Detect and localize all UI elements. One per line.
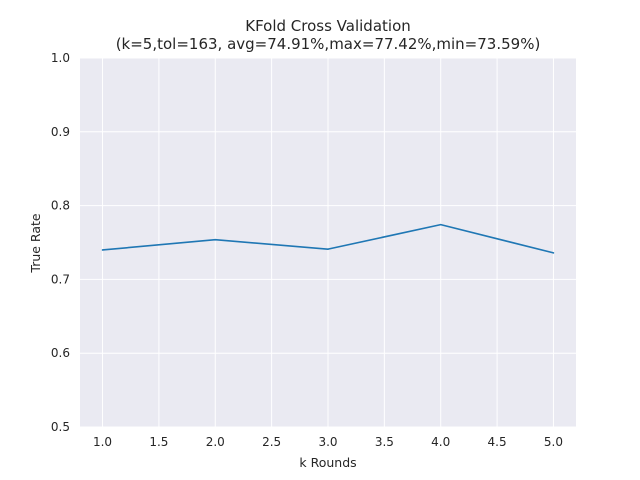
x-tick-label: 5.0 bbox=[544, 435, 563, 449]
x-tick-label: 4.5 bbox=[488, 435, 507, 449]
grid-lines bbox=[80, 57, 576, 428]
x-tick-label: 3.5 bbox=[375, 435, 394, 449]
x-tick-label: 4.0 bbox=[431, 435, 450, 449]
data-point bbox=[327, 248, 329, 250]
data-point bbox=[552, 252, 555, 254]
chart-subtitle: (k=5,tol=163, avg=74.91%,max=77.42%,min=… bbox=[116, 35, 541, 53]
y-axis-label: True Rate bbox=[28, 213, 43, 273]
data-point bbox=[214, 238, 217, 241]
chart-title: KFold Cross Validation bbox=[245, 17, 411, 35]
y-tick-label: 0.8 bbox=[51, 199, 70, 213]
x-tick-label: 1.0 bbox=[93, 435, 112, 449]
x-tick-label: 2.0 bbox=[206, 435, 225, 449]
x-tick-labels: 1.0 1.5 2.0 2.5 3.0 3.5 4.0 4.5 5.0 bbox=[93, 435, 563, 449]
data-point bbox=[439, 223, 442, 226]
y-tick-label: 0.7 bbox=[51, 272, 70, 286]
y-tick-label: 0.5 bbox=[51, 420, 70, 434]
x-tick-label: 1.5 bbox=[149, 435, 168, 449]
y-tick-label: 1.0 bbox=[51, 51, 70, 65]
y-tick-label: 0.6 bbox=[51, 346, 70, 360]
x-tick-label: 3.0 bbox=[318, 435, 337, 449]
x-axis-label: k Rounds bbox=[299, 455, 356, 470]
data-point bbox=[101, 249, 104, 251]
y-tick-labels: 0.5 0.6 0.7 0.8 0.9 1.0 bbox=[51, 51, 70, 434]
x-tick-label: 2.5 bbox=[262, 435, 281, 449]
series-layer bbox=[101, 223, 555, 254]
y-tick-label: 0.9 bbox=[51, 125, 70, 139]
